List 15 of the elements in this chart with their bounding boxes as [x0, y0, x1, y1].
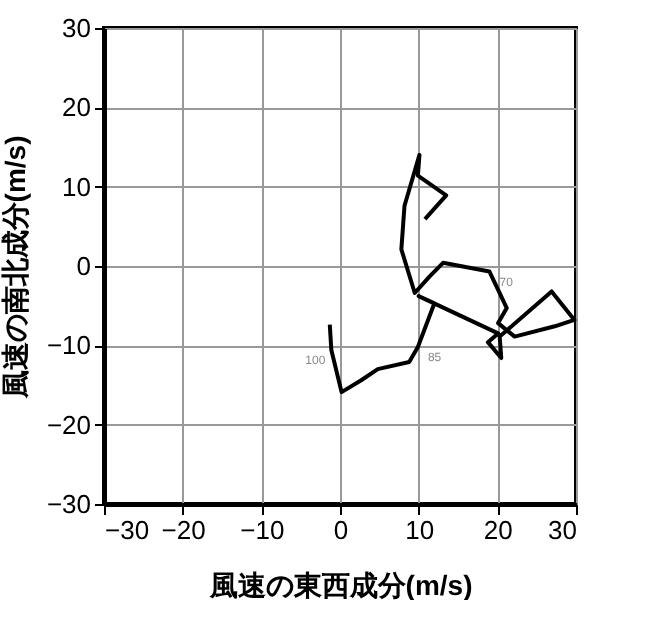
x-tick-label: 0 [333, 515, 349, 545]
y-tick-label: 30 [62, 13, 91, 43]
x-tick-label: 30 [548, 515, 577, 545]
y-tick-label: 10 [62, 171, 91, 202]
y-tick-label: −30 [46, 489, 91, 519]
y-tick-label: 0 [76, 251, 91, 281]
y-tick-label: −10 [46, 330, 91, 361]
x-tick-label: 10 [405, 515, 435, 545]
x-tick-label: −10 [240, 515, 285, 545]
x-tick-label: −30 [105, 515, 150, 545]
y-axis-title: 風速の南北成分(m/s) [0, 135, 31, 401]
x-tick-label: −20 [161, 515, 206, 545]
x-tick-label: 20 [483, 515, 513, 545]
y-tick-label: −20 [46, 409, 91, 440]
y-tick-label: 20 [62, 92, 91, 123]
